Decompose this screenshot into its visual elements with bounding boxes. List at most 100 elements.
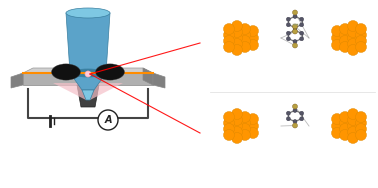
Polygon shape [53,83,123,100]
Circle shape [347,114,358,126]
Circle shape [339,111,350,123]
Circle shape [248,26,259,36]
Circle shape [85,71,91,77]
Circle shape [339,36,350,46]
Circle shape [355,124,367,134]
Polygon shape [66,13,110,73]
Circle shape [355,36,367,46]
Polygon shape [23,68,153,73]
Circle shape [287,37,290,41]
Circle shape [223,42,234,52]
Circle shape [287,31,290,35]
Circle shape [339,118,350,129]
Circle shape [332,127,342,139]
Circle shape [332,121,342,131]
Circle shape [293,108,297,112]
Ellipse shape [66,8,110,18]
Circle shape [293,43,297,48]
Circle shape [231,127,243,137]
Circle shape [231,114,243,126]
Circle shape [300,17,304,21]
Circle shape [231,108,243,120]
Circle shape [293,24,297,29]
Circle shape [231,33,243,43]
Circle shape [223,111,234,123]
Ellipse shape [96,64,124,80]
Circle shape [240,42,251,52]
Circle shape [347,20,358,32]
Polygon shape [70,73,106,90]
Circle shape [300,111,304,115]
Circle shape [287,117,290,121]
Circle shape [293,29,297,34]
Circle shape [248,33,259,43]
Circle shape [293,14,297,18]
Polygon shape [23,73,153,85]
Circle shape [300,31,304,35]
Circle shape [293,39,297,44]
Circle shape [248,114,259,124]
Circle shape [347,33,358,43]
Circle shape [240,130,251,140]
Circle shape [300,117,304,121]
Bar [0,0,200,188]
Circle shape [231,20,243,32]
Circle shape [339,130,350,140]
Circle shape [339,30,350,40]
Circle shape [347,127,358,137]
Circle shape [355,30,367,40]
Circle shape [231,133,243,143]
Circle shape [347,133,358,143]
Circle shape [231,121,243,131]
Circle shape [240,24,251,35]
Circle shape [223,30,234,40]
Circle shape [223,118,234,129]
Ellipse shape [52,64,81,80]
Circle shape [293,28,297,33]
Circle shape [248,39,259,51]
Polygon shape [153,73,165,88]
Circle shape [355,130,367,140]
Circle shape [287,17,290,21]
Circle shape [355,111,367,123]
Circle shape [355,118,367,129]
Ellipse shape [70,69,106,77]
Circle shape [347,39,358,49]
Circle shape [223,130,234,140]
Circle shape [347,27,358,37]
Text: A: A [104,115,112,125]
Circle shape [248,127,259,139]
Circle shape [240,36,251,46]
Circle shape [223,36,234,46]
Circle shape [300,37,304,41]
Circle shape [293,10,297,15]
Circle shape [339,42,350,52]
Circle shape [223,124,234,134]
Circle shape [339,24,350,35]
Circle shape [347,108,358,120]
Polygon shape [77,85,99,107]
Circle shape [355,42,367,52]
Circle shape [240,118,251,129]
Circle shape [293,104,297,109]
Polygon shape [82,90,94,100]
Circle shape [332,114,342,124]
Circle shape [293,120,297,124]
Circle shape [231,27,243,37]
Circle shape [240,124,251,134]
Circle shape [231,45,243,55]
Circle shape [293,26,297,30]
Circle shape [231,39,243,49]
Circle shape [347,121,358,131]
Circle shape [355,24,367,35]
Polygon shape [11,73,23,88]
Circle shape [332,39,342,51]
Circle shape [332,33,342,43]
Circle shape [240,30,251,40]
Circle shape [300,23,304,27]
Circle shape [240,111,251,123]
Circle shape [339,124,350,134]
Polygon shape [143,68,153,85]
Circle shape [223,24,234,35]
Circle shape [332,26,342,36]
